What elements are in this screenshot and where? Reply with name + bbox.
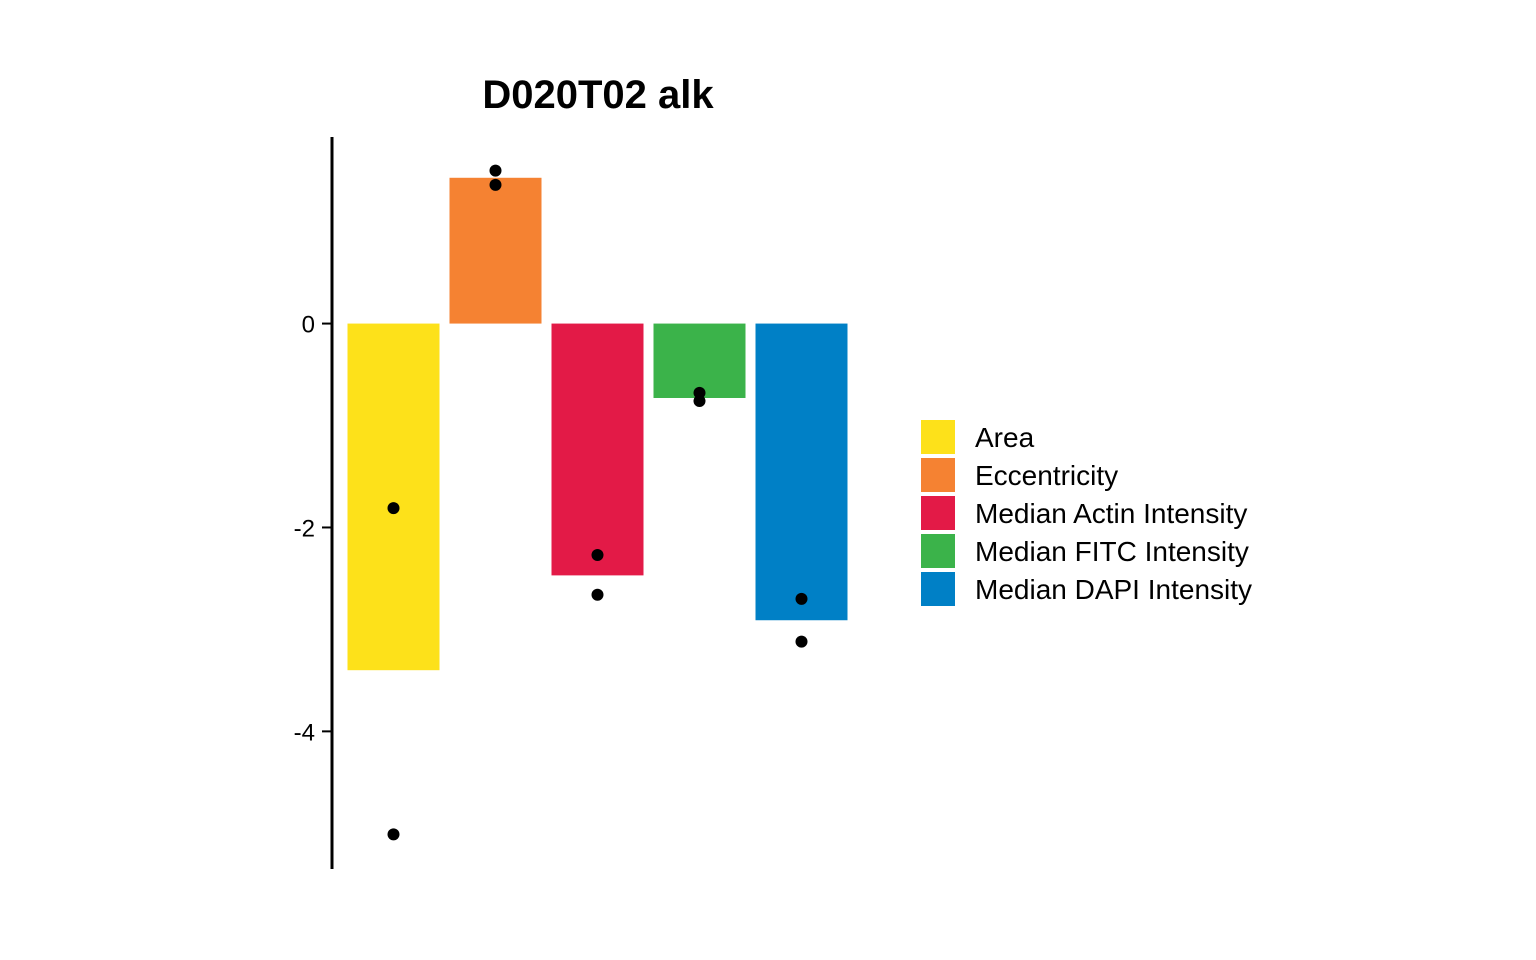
- legend-label: Median Actin Intensity: [975, 498, 1247, 529]
- data-point: [795, 635, 808, 648]
- data-point: [387, 828, 400, 841]
- legend-label: Area: [975, 422, 1035, 453]
- data-point: [591, 548, 604, 561]
- legend-key: [921, 458, 955, 492]
- legend-label: Eccentricity: [975, 460, 1118, 491]
- bar-1: [347, 323, 440, 671]
- y-tick-label: -2: [294, 515, 315, 542]
- legend: Area Eccentricity Median Actin Intensity Me…: [921, 420, 1252, 606]
- data-point: [795, 592, 808, 605]
- data-point: [489, 178, 502, 191]
- legend-key: [921, 496, 955, 530]
- legend-label: Median FITC Intensity: [975, 536, 1249, 567]
- legend-key: [921, 534, 955, 568]
- data-point: [489, 164, 502, 177]
- y-tick-label: 0: [302, 312, 315, 339]
- legend-label: Median DAPI Intensity: [975, 574, 1252, 605]
- bar-5: [755, 323, 848, 621]
- legend-key: [921, 420, 955, 454]
- y-axis-ticks: 0 -2 -4: [294, 312, 332, 746]
- bar-4: [653, 323, 746, 398]
- data-point: [693, 395, 706, 408]
- bar-3: [551, 323, 644, 576]
- y-tick-label: -4: [294, 719, 315, 746]
- bar-2: [449, 177, 542, 324]
- chart-title: D020T02 alk: [482, 73, 714, 117]
- bars: [347, 177, 848, 671]
- data-point: [387, 502, 400, 515]
- data-point: [591, 588, 604, 601]
- legend-key: [921, 572, 955, 606]
- data-points: [387, 164, 808, 841]
